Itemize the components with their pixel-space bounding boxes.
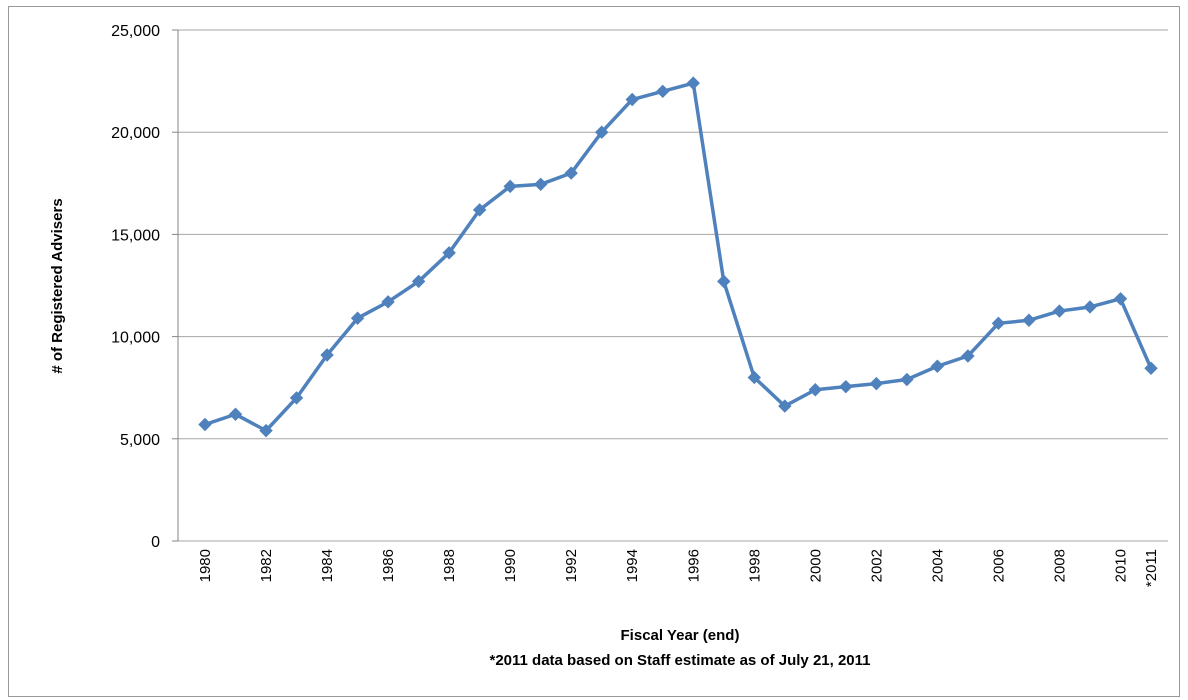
x-tick-label: 2006	[990, 549, 1007, 582]
marker	[686, 76, 700, 90]
marker	[839, 379, 853, 394]
marker	[442, 246, 456, 260]
x-tick-label: 2004	[929, 549, 946, 582]
series-line	[204, 81, 1153, 433]
marker	[900, 372, 914, 387]
marker	[961, 349, 975, 363]
x-tick-label: 1988	[441, 549, 458, 582]
marker	[808, 383, 823, 397]
x-axis-title: Fiscal Year (end)	[621, 627, 740, 644]
y-tick-label: 15,000	[111, 227, 160, 244]
marker	[1083, 300, 1097, 314]
marker	[869, 376, 884, 391]
marker	[564, 166, 578, 180]
marker	[1052, 304, 1067, 318]
marker	[656, 84, 670, 99]
marker	[717, 274, 731, 289]
x-tick-label: 1990	[502, 549, 519, 582]
marker	[289, 391, 304, 405]
marker	[991, 316, 1006, 331]
marker	[228, 407, 243, 421]
marker	[503, 179, 517, 194]
y-tick-label: 0	[151, 534, 160, 551]
marker	[411, 274, 426, 289]
marker	[198, 417, 212, 432]
marker	[472, 203, 487, 217]
x-tick-label: *2011	[1143, 549, 1160, 587]
x-tick-label: 1994	[624, 549, 641, 582]
x-tick-label: 1980	[197, 549, 214, 582]
y-axis-title: # of Registered Advisers	[49, 198, 66, 373]
x-tick-label: 1992	[563, 549, 580, 582]
y-tick-label: 5,000	[120, 432, 160, 449]
marker	[595, 125, 609, 139]
x-tick-label: 1986	[380, 549, 397, 582]
x-tick-label: 1984	[319, 549, 336, 582]
marker	[259, 423, 273, 438]
x-tick-label: 2010	[1112, 549, 1129, 582]
chart-border	[8, 6, 1180, 697]
marker	[1144, 361, 1158, 375]
y-tick-label: 25,000	[111, 23, 160, 40]
marker	[533, 177, 548, 192]
marker	[778, 399, 792, 413]
marker	[350, 311, 365, 325]
y-tick-label: 10,000	[111, 330, 160, 347]
x-tick-label: 2002	[868, 549, 885, 582]
marker	[625, 92, 639, 107]
x-tick-label: 1982	[258, 549, 275, 582]
x-tick-label: 1998	[746, 549, 763, 582]
note: *2011 data based on Staff estimate as of…	[489, 652, 870, 669]
marker	[930, 359, 945, 373]
marker	[320, 348, 334, 362]
x-tick-label: 2008	[1051, 549, 1068, 582]
x-tick-label: 2000	[807, 549, 824, 582]
marker	[381, 295, 395, 309]
x-tick-label: 1996	[685, 549, 702, 582]
marker	[1113, 292, 1128, 306]
marker	[1022, 313, 1036, 327]
marker	[747, 370, 761, 385]
y-tick-label: 20,000	[111, 125, 160, 142]
